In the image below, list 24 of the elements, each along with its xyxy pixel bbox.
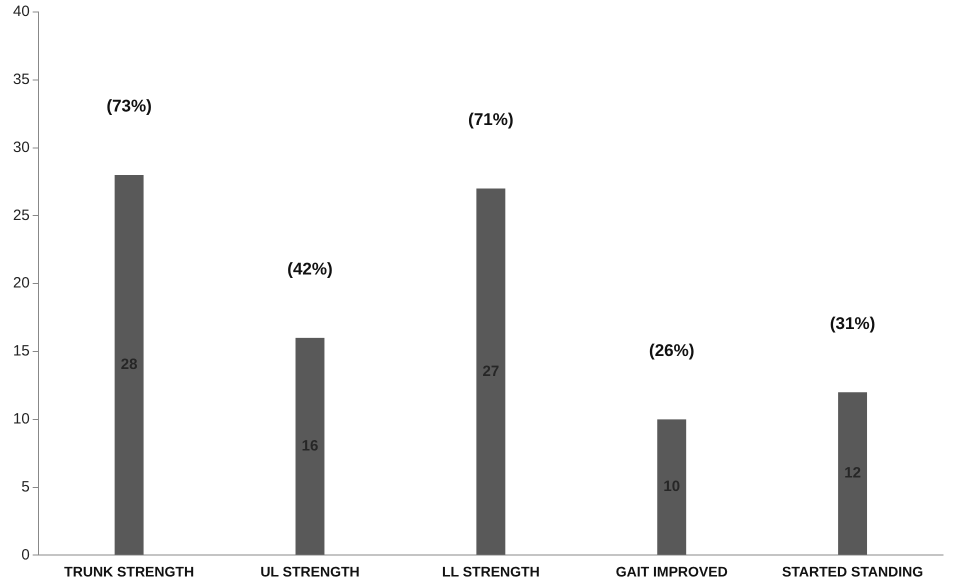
x-tick-label: UL STRENGTH xyxy=(260,563,360,580)
bar xyxy=(114,174,144,555)
y-tick-label: 20 xyxy=(12,274,30,292)
y-tick-label: 40 xyxy=(12,3,30,20)
annotation: (73%) xyxy=(106,96,152,116)
y-tick-label: 30 xyxy=(12,138,30,156)
bar xyxy=(296,338,324,555)
y-tick-label: 25 xyxy=(12,206,30,224)
x-tick-label: LL STRENGTH xyxy=(442,563,540,580)
y-tick-label: 5 xyxy=(21,478,30,496)
annotation: (31%) xyxy=(830,314,876,333)
y-tick-label: 35 xyxy=(12,71,30,88)
x-tick-label: STARTED STANDING xyxy=(782,563,924,580)
y-tick-label: 15 xyxy=(12,342,30,360)
y-tick-label: 0 xyxy=(21,546,30,564)
annotation: (42%) xyxy=(287,260,333,279)
annotation: (26%) xyxy=(649,341,694,360)
bar xyxy=(476,188,506,555)
y-tick-label: 10 xyxy=(12,410,30,428)
bar xyxy=(838,392,868,555)
bar xyxy=(657,419,686,555)
x-tick-label: TRUNK STRENGTH xyxy=(64,563,194,580)
x-tick-label: GAIT IMPROVED xyxy=(616,563,728,580)
annotation: (71%) xyxy=(468,110,514,130)
